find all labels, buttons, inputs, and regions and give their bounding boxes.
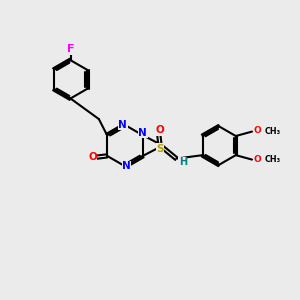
Text: F: F xyxy=(67,44,74,54)
Text: O: O xyxy=(254,155,261,164)
Text: CH₃: CH₃ xyxy=(264,155,280,164)
Text: S: S xyxy=(156,143,164,154)
Text: N: N xyxy=(122,161,131,171)
Text: O: O xyxy=(254,126,261,135)
Text: H: H xyxy=(179,157,187,167)
Text: CH₃: CH₃ xyxy=(264,127,280,136)
Text: N: N xyxy=(138,128,147,138)
Text: O: O xyxy=(88,152,97,162)
Text: N: N xyxy=(118,120,127,130)
Text: O: O xyxy=(155,125,164,135)
